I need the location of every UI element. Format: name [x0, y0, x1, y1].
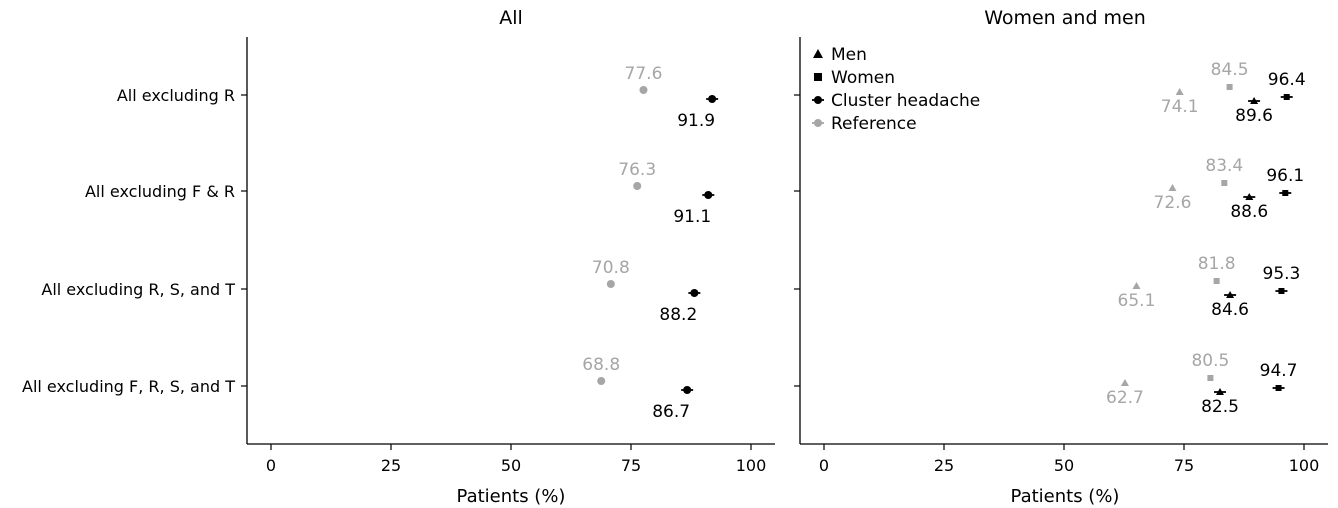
panel-all-title: All: [499, 7, 523, 29]
panel-women-men: Women and men 0 25 50 75 100 74.1 84.5 89.6 96.…: [794, 7, 1328, 507]
reference-women-point: [1207, 375, 1214, 381]
cluster-women-point: [1278, 288, 1285, 294]
reference-women-label: 84.5: [1211, 60, 1249, 80]
reference-women-label: 81.8: [1198, 254, 1236, 274]
reference-women-label: 83.4: [1205, 156, 1243, 176]
cluster-men-label: 88.6: [1230, 202, 1268, 222]
category-label: All excluding R: [117, 86, 235, 105]
cluster-value-label: 91.1: [673, 207, 711, 227]
cluster-women-label: 94.7: [1260, 361, 1298, 381]
all-xtick-label: 0: [266, 456, 276, 475]
legend-cluster-headache-label: Cluster headache: [831, 91, 980, 111]
cluster-women-point: [1275, 385, 1282, 391]
all-xtick-label: 75: [621, 456, 641, 475]
reference-men-point: [1120, 379, 1129, 386]
reference-men-label: 62.7: [1106, 388, 1144, 408]
category-label: All excluding F, R, S, and T: [22, 377, 235, 396]
cluster-headache-point: [683, 386, 692, 394]
reference-men-label: 65.1: [1118, 291, 1156, 311]
cluster-headache-point: [708, 95, 717, 103]
cluster-value-label: 91.9: [677, 111, 715, 131]
cluster-men-point: [1216, 388, 1224, 395]
cluster-women-point: [1282, 190, 1289, 196]
reference-women-label: 80.5: [1191, 351, 1229, 371]
reference-value-label: 70.8: [592, 258, 630, 278]
reference-value-label: 77.6: [625, 64, 663, 84]
legend-cluster-headache-marker: [814, 96, 822, 104]
cluster-value-label: 88.2: [659, 305, 697, 325]
panel-all-xlabel: Patients (%): [457, 486, 566, 507]
reference-point: [639, 86, 648, 94]
cluster-value-label: 86.7: [652, 402, 690, 422]
reference-value-label: 76.3: [618, 160, 656, 180]
reference-men-label: 72.6: [1154, 193, 1192, 213]
reference-point: [633, 182, 642, 190]
legend-women-marker: [814, 73, 822, 81]
wm-xtick-label: 100: [1289, 456, 1320, 475]
legend-reference-marker: [814, 119, 822, 127]
legend-men-label: Men: [831, 45, 867, 65]
category-label: All excluding F & R: [85, 182, 235, 201]
reference-men-label: 74.1: [1161, 97, 1199, 117]
all-xtick-label: 50: [501, 456, 521, 475]
cluster-men-label: 82.5: [1201, 397, 1239, 417]
legend-men-marker: [813, 49, 823, 58]
reference-women-point: [1213, 278, 1220, 284]
cluster-men-label: 84.6: [1211, 300, 1249, 320]
wm-xtick-label: 75: [1174, 456, 1194, 475]
cluster-women-point: [1283, 94, 1290, 100]
reference-women-point: [1221, 180, 1228, 186]
cluster-men-label: 89.6: [1235, 106, 1273, 126]
cluster-headache-point: [690, 289, 699, 297]
panel-women-men-xlabel: Patients (%): [1011, 486, 1120, 507]
category-label: All excluding R, S, and T: [41, 280, 235, 299]
legend: Men Women Cluster headache Reference: [812, 45, 980, 134]
panel-all: All All excluding R All excluding F & R Al…: [22, 7, 775, 507]
cluster-men-point: [1245, 193, 1254, 200]
reference-women-point: [1226, 84, 1233, 90]
cluster-men-point: [1250, 97, 1259, 104]
legend-women-label: Women: [831, 68, 895, 88]
cluster-women-label: 95.3: [1263, 264, 1301, 284]
wm-xtick-label: 50: [1054, 456, 1074, 475]
wm-xtick-label: 25: [934, 456, 954, 475]
reference-point: [597, 377, 606, 385]
legend-reference-label: Reference: [831, 114, 917, 134]
cluster-headache-point: [704, 191, 713, 199]
cluster-women-label: 96.4: [1268, 70, 1306, 90]
reference-men-point: [1175, 88, 1184, 95]
wm-xtick-label: 0: [819, 456, 829, 475]
cluster-men-point: [1226, 291, 1235, 298]
reference-men-point: [1168, 184, 1177, 191]
panel-women-men-title: Women and men: [984, 7, 1146, 29]
reference-point: [606, 280, 615, 288]
reference-value-label: 68.8: [582, 355, 620, 375]
cluster-women-label: 96.1: [1266, 166, 1304, 186]
all-xtick-label: 100: [736, 456, 767, 475]
all-xtick-label: 25: [381, 456, 401, 475]
reference-men-point: [1132, 282, 1141, 289]
